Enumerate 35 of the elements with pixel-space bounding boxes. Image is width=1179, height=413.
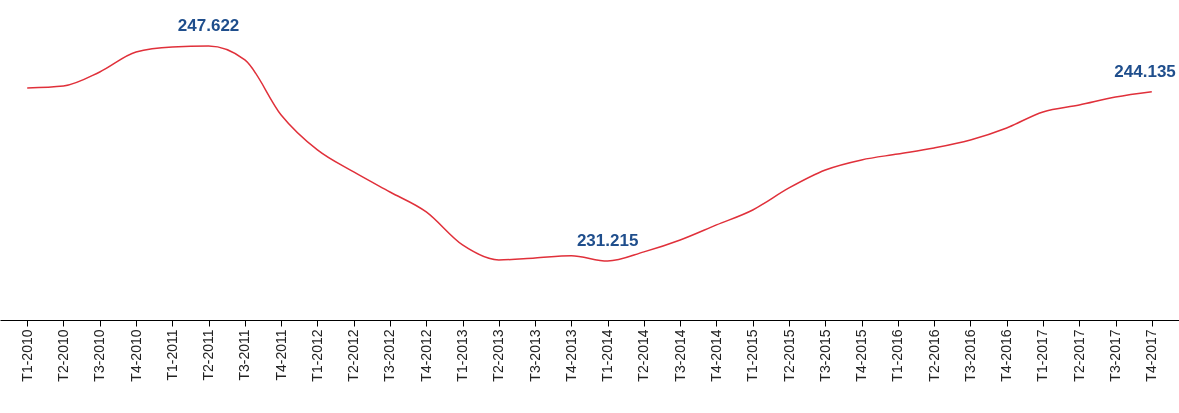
x-tick-label: T3-2014 [671, 329, 688, 382]
x-tick-label: T4-2012 [417, 329, 434, 382]
x-tick-label: T4-2010 [127, 329, 144, 382]
x-tick-label: T2-2017 [1070, 329, 1087, 382]
data-label: 247.622 [177, 16, 240, 35]
x-tick-label: T3-2011 [236, 329, 253, 381]
x-tick-label: T2-2012 [345, 329, 362, 382]
x-tick-label: T3-2017 [1107, 329, 1124, 382]
x-tick-label: T3-2016 [961, 329, 978, 382]
data-label: 244.135 [1114, 61, 1176, 81]
x-tick-label: T3-2013 [526, 329, 543, 382]
x-tick-label: T2-2010 [54, 329, 71, 382]
x-tick-label: T3-2012 [381, 329, 398, 382]
x-tick-label: T1-2015 [744, 329, 761, 382]
x-tick-label: T1-2017 [1034, 329, 1051, 382]
x-tick-label: T3-2015 [816, 329, 833, 382]
data-label: 231.215 [576, 231, 639, 250]
x-tick-label: T1-2012 [308, 329, 325, 382]
x-tick-label: T1-2014 [599, 329, 616, 382]
x-tick-label: T2-2013 [490, 329, 507, 382]
x-tick-label: T4-2017 [1143, 329, 1160, 382]
x-tick-label: T4-2016 [998, 329, 1015, 382]
x-tick-label: T4-2011 [272, 329, 289, 381]
x-tick-label: T2-2016 [925, 329, 942, 382]
x-tick-label: T2-2014 [635, 329, 652, 382]
x-tick-label: T1-2016 [889, 329, 906, 382]
x-tick-label: T3-2010 [91, 329, 108, 382]
x-tick-label: T1-2013 [454, 329, 471, 382]
x-tick-label: T1-2011 [163, 329, 180, 381]
x-tick-label: T2-2015 [780, 329, 797, 382]
x-tick-label: T4-2014 [707, 329, 724, 382]
x-tick-label: T4-2015 [853, 329, 870, 382]
x-tick-label: T4-2013 [562, 329, 579, 382]
x-tick-label: T2-2011 [200, 329, 217, 381]
x-tick-label: T1-2010 [18, 329, 35, 382]
